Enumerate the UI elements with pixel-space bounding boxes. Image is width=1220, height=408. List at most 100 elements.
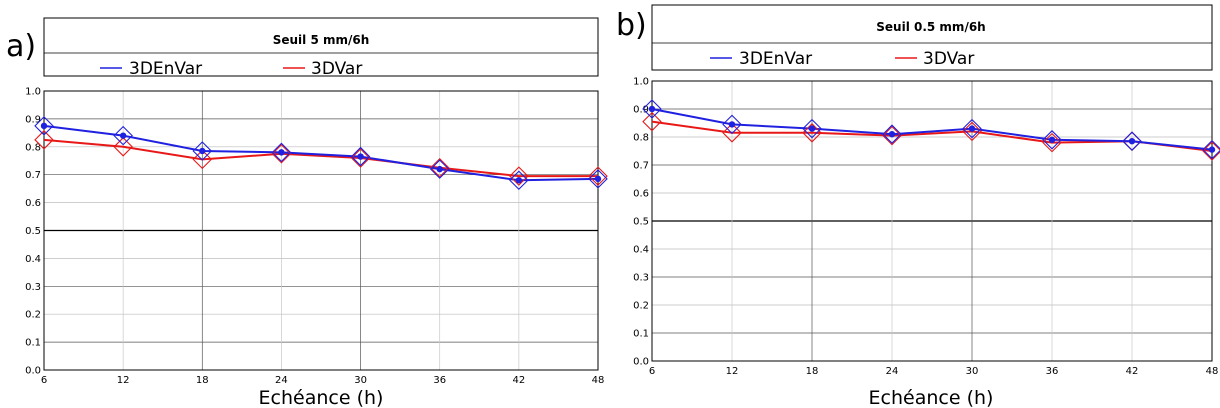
y-tick-label: 0.2 [633,301,649,312]
panel-b: b) Seuil 0.5 mm/6h 3DEnVar 3DVar 0.00.10… [616,4,1220,408]
data-point-3denvar [509,170,529,191]
y-tick-label: 0.7 [25,170,41,181]
chart-title: Seuil 0.5 mm/6h [876,20,985,34]
data-point-3dvar [802,123,822,143]
y-tick-label: 0.8 [25,142,41,153]
y-tick-label: 0.0 [25,366,41,377]
data-point-dot-3denvar [594,175,602,183]
data-point-3denvar [1202,139,1220,160]
x-tick-label: 30 [966,366,979,377]
legend-label-3dvar: 3DVar [923,49,974,69]
plot-area: 0.0 0.1 0.2 0.3 0.4 0.5 0.6 0.7 0.8 0.9 1.0 6 12 18 24… [633,77,1220,377]
y-tick-label: 0.7 [633,161,649,172]
x-tick-label: 48 [1206,366,1219,377]
x-axis-label: Echéance (h) [869,387,994,408]
plot-frame [651,80,1213,362]
data-point-3denvar [722,114,742,135]
y-tick-label: 0.0 [633,357,649,368]
title-legend-box: Seuil 5 mm/6h 3DEnVar 3DVar [43,17,599,79]
data-point-3dvar [271,143,292,164]
x-tick-label: 30 [354,375,367,386]
series-line-3denvar [651,108,1213,151]
data-point-3dvar [350,148,371,168]
data-point-3denvar [962,118,982,139]
chart-title: Seuil 5 mm/6h [273,33,370,47]
x-tick-label: 36 [1046,366,1059,377]
data-point-dot-3denvar [40,122,48,130]
data-point-3dvar [962,121,982,142]
x-tick-label: 24 [886,366,899,377]
data-point-3denvar [34,116,54,136]
y-tick-label: 0.3 [25,282,41,293]
x-tick-label: 12 [117,375,130,386]
data-point-3dvar [429,157,450,178]
data-point-3denvar [350,146,371,167]
data-point-dot-3denvar [119,132,127,139]
y-tick-label: 0.5 [633,217,649,228]
data-point-3dvar [509,166,529,186]
data-point-3denvar [271,142,292,163]
x-tick-label: 36 [433,375,446,386]
panel-label: a) [6,29,36,64]
y-tick-label: 0.9 [633,105,649,116]
series-line-3denvar [43,124,599,182]
data-point-dot-3denvar [357,153,364,160]
data-point-3dvar [722,123,742,143]
data-point-3denvar [192,141,213,161]
data-point-3denvar [1042,130,1062,150]
x-tick-label: 18 [806,366,819,377]
y-tick-label: 0.1 [633,329,649,340]
data-point-dot-3denvar [436,165,443,173]
x-tick-label: 48 [592,375,605,386]
data-point-3dvar [34,130,54,150]
y-tick-label: 0.5 [25,226,41,237]
y-tick-label: 1.0 [25,87,41,98]
data-point-dot-3denvar [515,177,523,184]
y-tick-label: 0.8 [633,133,649,144]
data-point-dot-3denvar [968,125,976,132]
y-tick-label: 0.3 [633,273,649,284]
x-axis-label: Echéance (h) [259,387,384,408]
y-tick-label: 0.1 [25,338,41,349]
data-point-3denvar [642,99,662,119]
legend-label-3denvar: 3DEnVar [739,49,812,69]
data-point-3denvar [429,159,450,179]
title-box-frame [43,17,599,77]
data-point-3denvar [1122,131,1142,151]
data-point-3denvar [882,124,902,144]
y-tick-label: 0.9 [25,114,41,125]
data-point-3denvar [588,169,608,189]
y-tick-label: 0.2 [25,310,41,321]
data-point-dot-3denvar [1128,138,1136,145]
title-legend-box: Seuil 0.5 mm/6h 3DEnVar 3DVar [651,4,1213,71]
y-tick-label: 0.4 [25,254,41,265]
data-point-dot-3denvar [888,131,896,138]
data-point-dot-3denvar [199,147,206,155]
data-point-3dvar [882,125,902,146]
data-point-dot-3denvar [1048,136,1056,143]
x-tick-label: 42 [512,375,525,386]
y-tick-label: 0.6 [25,198,41,209]
data-point-3dvar [642,111,662,132]
data-point-3denvar [113,125,133,146]
x-tick-label: 18 [196,375,209,386]
x-tick-label: 12 [726,366,739,377]
legend-label-3dvar: 3DVar [311,59,362,79]
plot-area: 0.0 0.1 0.2 0.3 0.4 0.5 0.6 0.7 0.8 0.9 1.0 6 12 18 24… [25,87,608,386]
plot-frame [43,90,599,371]
y-tick-label: 0.6 [633,189,649,200]
legend-label-3denvar: 3DEnVar [129,59,202,79]
x-tick-label: 24 [275,375,288,386]
x-tick-label: 6 [41,375,47,386]
x-tick-label: 6 [649,366,655,377]
series-line-3dvar [43,138,598,178]
panel-a: a) Seuil 5 mm/6h 3DEnVar 3DVar 0.0 0.1 0.2… [6,17,608,408]
data-point-dot-3denvar [808,125,816,132]
y-tick-label: 0.4 [633,245,649,256]
x-tick-label: 42 [1126,366,1139,377]
data-point-3dvar [192,149,213,170]
data-point-3denvar [802,118,822,139]
data-point-dot-3denvar [278,149,285,156]
data-point-dot-3denvar [1208,146,1216,153]
